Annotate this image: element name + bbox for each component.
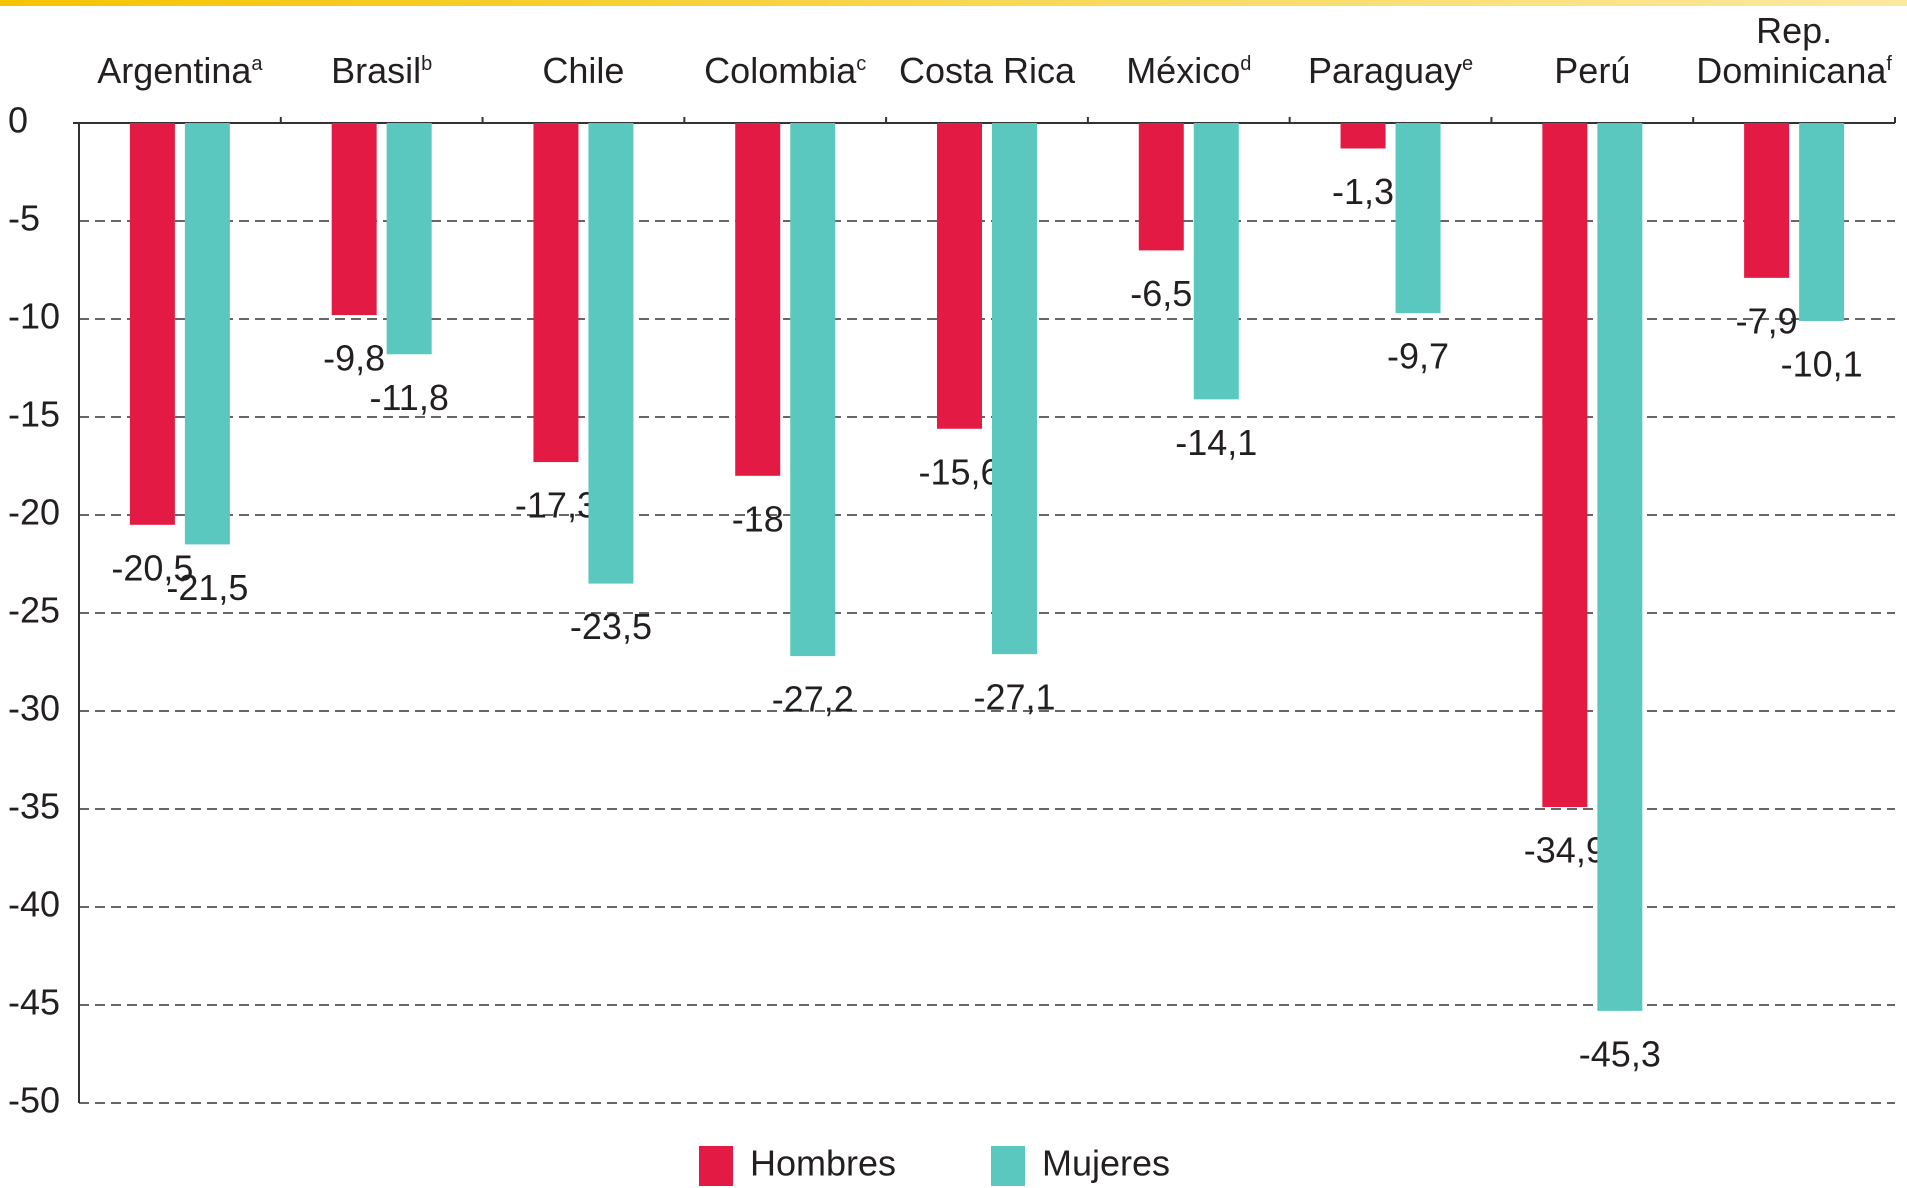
bar [735,123,781,476]
category-name: Argentina [97,50,252,91]
category-note: e [1462,53,1473,75]
bar [1395,123,1441,314]
value-label: -23,5 [570,606,652,647]
x-tick-label: Brasilb [331,50,432,91]
bar [1799,123,1845,321]
bar [937,123,982,429]
value-label: -27,2 [772,679,854,720]
top-band [0,0,1907,6]
category-name: Costa Rica [899,50,1076,91]
legend-label: Mujeres [1042,1143,1170,1184]
y-tick-label: -40 [8,884,60,925]
category-line: Dominicana [1696,50,1887,91]
bar [129,123,175,525]
category-name: Chile [542,50,624,91]
value-label: -34,9 [1524,830,1606,871]
y-tick-label: -15 [8,394,60,435]
value-label: -6,5 [1130,273,1192,314]
bar [331,123,377,316]
value-label: -21,5 [166,567,248,608]
legend-label: Hombres [750,1143,896,1184]
y-tick-label: -35 [8,786,60,827]
value-label: -15,6 [918,451,1000,492]
category-name: Paraguay [1308,50,1462,91]
value-label: -14,1 [1175,422,1257,463]
bar [1542,123,1588,808]
value-label: -1,3 [1332,171,1394,212]
category-note: b [421,53,432,75]
y-tick-label: -5 [8,198,40,239]
y-tick-label: -30 [8,688,60,729]
x-tick-label: Méxicod [1126,50,1251,91]
bar [1193,123,1239,400]
legend-swatch [699,1146,733,1186]
y-tick-label: 0 [8,100,28,141]
bar [1340,123,1386,149]
legend-swatch [991,1146,1025,1186]
category-note: f [1886,53,1892,75]
y-tick-label: -45 [8,982,60,1023]
y-tick-label: -10 [8,296,60,337]
value-label: -9,8 [323,338,385,379]
value-label: -27,1 [973,677,1055,718]
bar [184,123,230,545]
y-tick-label: -20 [8,492,60,533]
bar [1744,123,1790,278]
category-line: Rep. [1756,10,1832,51]
category-name: Rep. Dominicana [1696,10,1887,91]
x-tick-label: Paraguaye [1308,50,1473,91]
category-name: Brasil [331,50,421,91]
x-tick-label: Perú [1554,50,1630,91]
bar [992,123,1037,655]
category-note: d [1240,53,1251,75]
x-tick-label: Chile [542,50,624,91]
category-name: México [1126,50,1240,91]
x-tick-label: Rep. Dominicanaf [1696,10,1892,91]
x-tick-label: Argentinaa [97,50,263,91]
value-label: -17,3 [515,485,597,526]
bar [533,123,579,463]
value-label: -7,9 [1736,300,1798,341]
bar [1597,123,1643,1011]
x-tick-label: Colombiac [704,50,866,91]
y-tick-label: -50 [8,1080,60,1121]
value-label: -10,1 [1781,343,1863,384]
value-label: -9,7 [1387,336,1449,377]
value-label: -11,8 [369,377,448,418]
bar [386,123,432,355]
bar [790,123,836,657]
x-tick-label: Costa Rica [899,50,1076,91]
value-label: -20,5 [111,547,193,588]
category-note: c [856,53,866,75]
bar [1138,123,1184,251]
value-label: -45,3 [1579,1033,1661,1074]
bar [588,123,634,584]
category-name: Perú [1554,50,1630,91]
category-name: Colombia [704,50,857,91]
y-tick-label: -25 [8,590,60,631]
category-note: a [251,53,263,75]
value-label: -18 [732,498,784,539]
